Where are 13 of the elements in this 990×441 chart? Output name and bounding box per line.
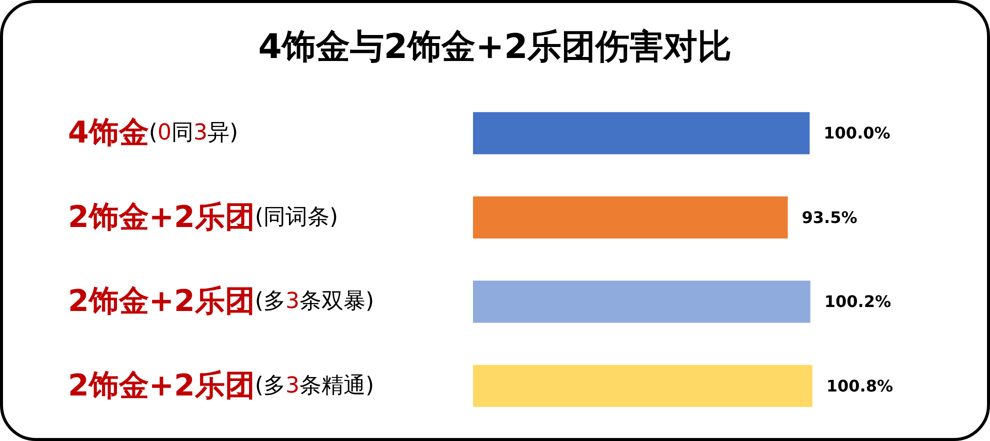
bar bbox=[473, 112, 810, 154]
bar bbox=[473, 280, 810, 323]
chart-title: 4饰金与2饰金+2乐团伤害对比 bbox=[258, 27, 732, 67]
data-label: 100.2% bbox=[824, 292, 891, 312]
data-label: 100.0% bbox=[824, 124, 890, 143]
bar bbox=[473, 364, 812, 407]
y-tick-label: 2饰金+2乐团(多3条精通) bbox=[68, 368, 374, 404]
data-label: 100.8% bbox=[826, 376, 893, 396]
y-tick-label: 2饰金+2乐团(同词条) bbox=[68, 200, 338, 235]
y-tick-label: 2饰金+2乐团(多3条双暴) bbox=[68, 284, 374, 320]
y-tick-label: 4饰金(0同3异) bbox=[68, 116, 238, 151]
bar bbox=[473, 196, 788, 238]
data-label: 93.5% bbox=[802, 208, 858, 227]
